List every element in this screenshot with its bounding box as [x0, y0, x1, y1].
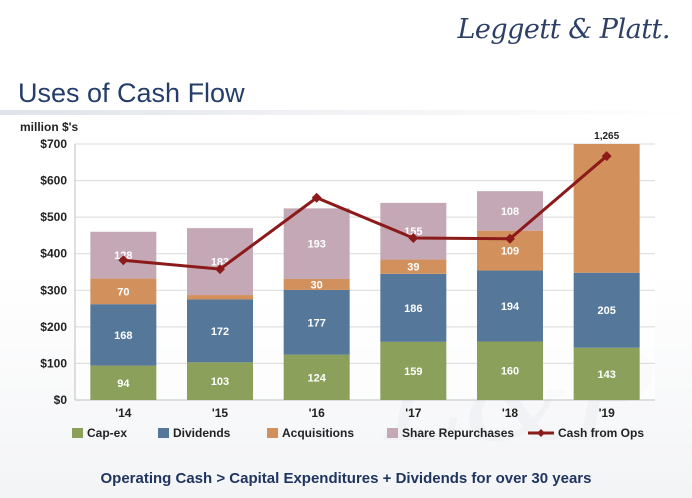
bar-repurchases [283, 208, 350, 279]
bar-value-label: 177 [307, 317, 325, 329]
cfo-point [311, 192, 322, 203]
legend-swatch-capex [72, 428, 83, 438]
cfo-line [123, 154, 608, 271]
bar-value-label: 30 [311, 279, 323, 291]
bar-dividends [90, 304, 157, 366]
x-tick-label: '15 [212, 406, 229, 420]
y-tick-label: $0 [54, 393, 68, 407]
x-tick-label: '18 [502, 406, 519, 420]
bar-value-label: 143 [597, 369, 615, 381]
bar-value-label: 109 [501, 246, 519, 258]
page-title: Uses of Cash Flow [18, 78, 245, 108]
bar-value-label: 70 [117, 286, 129, 298]
legend-label: Share Repurchases [402, 426, 514, 440]
bar-value-label: 94 [117, 378, 130, 390]
y-tick-label: $600 [40, 174, 67, 188]
bar-acquisitions [90, 278, 157, 305]
bar-dividends [283, 289, 350, 355]
x-tick-label: '19 [599, 406, 616, 420]
y-tick-label: $200 [40, 320, 67, 334]
unit-label: million $'s [20, 120, 79, 134]
cfo-point [215, 264, 225, 275]
y-tick-label: $400 [40, 247, 67, 261]
legend-swatch-acquisitions [267, 428, 278, 438]
bar-dividends [380, 273, 447, 342]
legend-label: Acquisitions [282, 426, 354, 440]
bar-capex [187, 362, 253, 400]
bar-dividends [573, 272, 640, 348]
bar-capex [380, 341, 447, 400]
cfo-point [505, 233, 515, 244]
bar-value-label: 160 [501, 366, 519, 378]
bar-acquisitions [380, 259, 447, 274]
title-divider [0, 110, 692, 115]
bar-capex [90, 365, 157, 400]
bar-repurchases [380, 202, 447, 260]
y-tick-label: $700 [40, 137, 67, 151]
bar-value-label: 172 [211, 326, 229, 338]
company-logo: Leggett & Platt. [457, 14, 670, 45]
legend-label: Dividends [173, 426, 231, 440]
y-tick-label: $300 [40, 283, 67, 297]
bar-value-label: 39 [407, 262, 419, 274]
plot-area [75, 144, 655, 400]
bar-value-label: 193 [307, 239, 325, 251]
bar-dividends [477, 270, 543, 342]
x-tick-label: '14 [115, 406, 132, 420]
x-tick-label: '16 [309, 406, 326, 420]
bar-capex [283, 354, 350, 400]
cfo-point [408, 232, 419, 243]
legend-marker-cfo [537, 429, 545, 437]
bar-value-label: 108 [501, 206, 519, 218]
cfo-point [601, 151, 612, 162]
bar-value-label: 205 [597, 305, 615, 317]
cfo-point [118, 255, 129, 266]
y-tick-label: $100 [40, 356, 67, 370]
bar-capex [477, 341, 543, 400]
overflow-value-label: 1,265 [594, 131, 619, 142]
bar-value-label: 103 [211, 376, 229, 388]
bar-repurchases [187, 228, 253, 296]
bar-acquisitions [573, 144, 640, 273]
bar-value-label: 186 [404, 303, 422, 315]
bar-repurchases [90, 231, 157, 279]
legend-label: Cash from Ops [558, 426, 644, 440]
bar-dividends [187, 299, 253, 363]
bar-acquisitions [283, 278, 350, 290]
y-tick-label: $500 [40, 210, 67, 224]
legend-label: Cap-ex [87, 426, 127, 440]
footer-note: Operating Cash > Capital Expenditures + … [100, 470, 592, 487]
bar-value-label: 124 [307, 372, 326, 384]
bar-value-label: 159 [404, 366, 422, 378]
bar-capex [573, 347, 640, 400]
bar-value-label: 168 [114, 330, 132, 342]
bar-repurchases [477, 191, 543, 231]
bar-acquisitions [187, 295, 253, 300]
legend-swatch-dividends [158, 428, 169, 438]
x-tick-label: '17 [405, 406, 422, 420]
legend-swatch-repurchases [387, 428, 398, 438]
bar-value-label: 194 [501, 301, 520, 313]
